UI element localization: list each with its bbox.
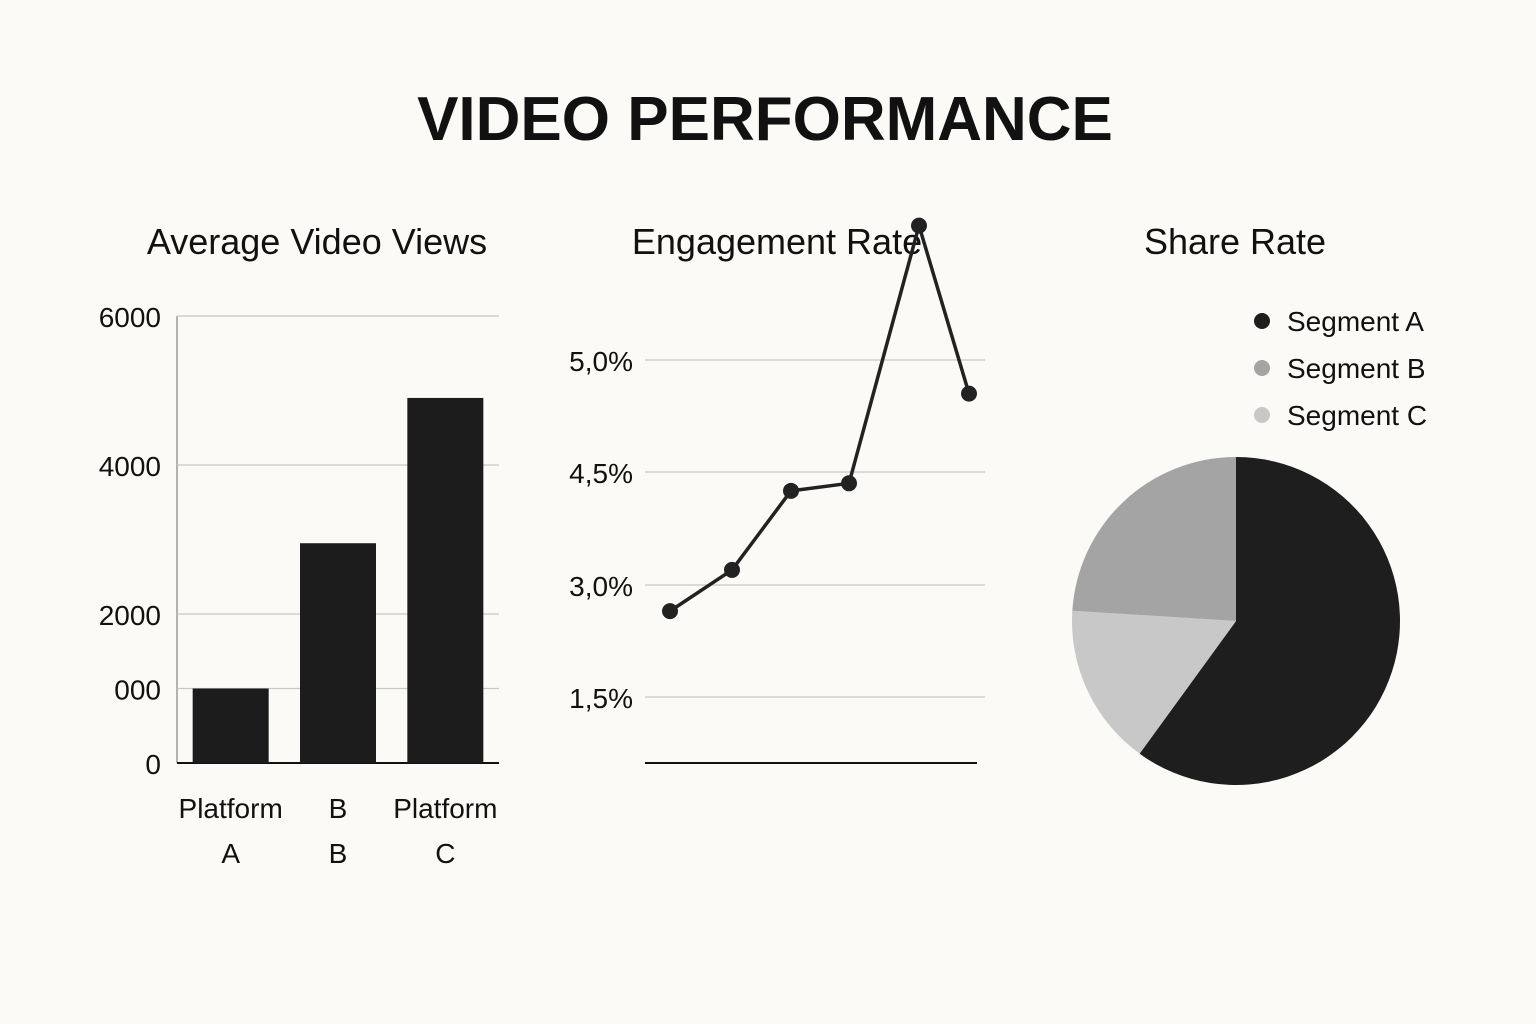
pie-chart-slices xyxy=(1072,457,1401,785)
bar xyxy=(407,397,484,763)
legend-label: Segment A xyxy=(1287,306,1424,337)
y-tick-label: 2000 xyxy=(99,600,161,631)
y-tick-label: 4,5% xyxy=(569,458,633,489)
pie-slice-segment-c xyxy=(1072,610,1236,754)
legend-swatch xyxy=(1254,407,1270,423)
legend-label: Segment B xyxy=(1287,353,1426,384)
line-chart-grid xyxy=(645,359,985,764)
x-tick-label: B xyxy=(329,793,348,824)
pie-chart: Share Rate Segment A Segment B Segment C xyxy=(1072,221,1427,785)
data-point xyxy=(783,482,799,499)
bar xyxy=(192,688,269,763)
line-chart-y-axis: 1,5% 3,0% 4,5% 5,0% xyxy=(569,346,633,714)
bar xyxy=(300,543,376,763)
data-point xyxy=(841,475,857,492)
pie-chart-legend: Segment A Segment B Segment C xyxy=(1254,306,1427,431)
line-chart-series xyxy=(662,217,977,620)
legend-swatch xyxy=(1254,360,1270,376)
y-tick-label: 000 xyxy=(114,675,161,706)
series-line xyxy=(669,223,971,613)
data-point xyxy=(911,217,927,234)
pie-chart-title: Share Rate xyxy=(1144,221,1326,262)
x-tick-label: A xyxy=(221,838,240,869)
y-tick-label: 4000 xyxy=(99,451,161,482)
y-tick-label: 1,5% xyxy=(569,683,633,714)
bar-chart-title: Average Video Views xyxy=(147,221,487,262)
y-tick-label: 5,0% xyxy=(569,346,633,377)
x-tick-label: C xyxy=(435,838,455,869)
legend-swatch xyxy=(1254,313,1270,329)
legend-label: Segment C xyxy=(1287,400,1427,431)
y-tick-label: 3,0% xyxy=(569,571,633,602)
line-chart: Engagement Rate 1,5% 3,0% 4,5% 5,0% xyxy=(569,217,985,764)
y-tick-label: 0 xyxy=(145,749,161,780)
bar-chart-bars xyxy=(192,397,484,763)
data-point xyxy=(724,561,740,578)
x-tick-label: Platform xyxy=(393,793,497,824)
line-chart-title: Engagement Rate xyxy=(632,221,922,262)
x-tick-label: B xyxy=(329,838,348,869)
page-title: VIDEO PERFORMANCE xyxy=(417,85,1113,154)
x-tick-label: Platform xyxy=(179,793,283,824)
data-point xyxy=(662,603,678,620)
data-point xyxy=(961,385,977,402)
y-tick-label: 6000 xyxy=(99,302,161,333)
pie-slice-segment-b xyxy=(1072,457,1236,621)
pie-slice-segment-a xyxy=(1139,457,1401,785)
bar-chart-x-axis: Platform A BB Platform C xyxy=(179,793,498,869)
